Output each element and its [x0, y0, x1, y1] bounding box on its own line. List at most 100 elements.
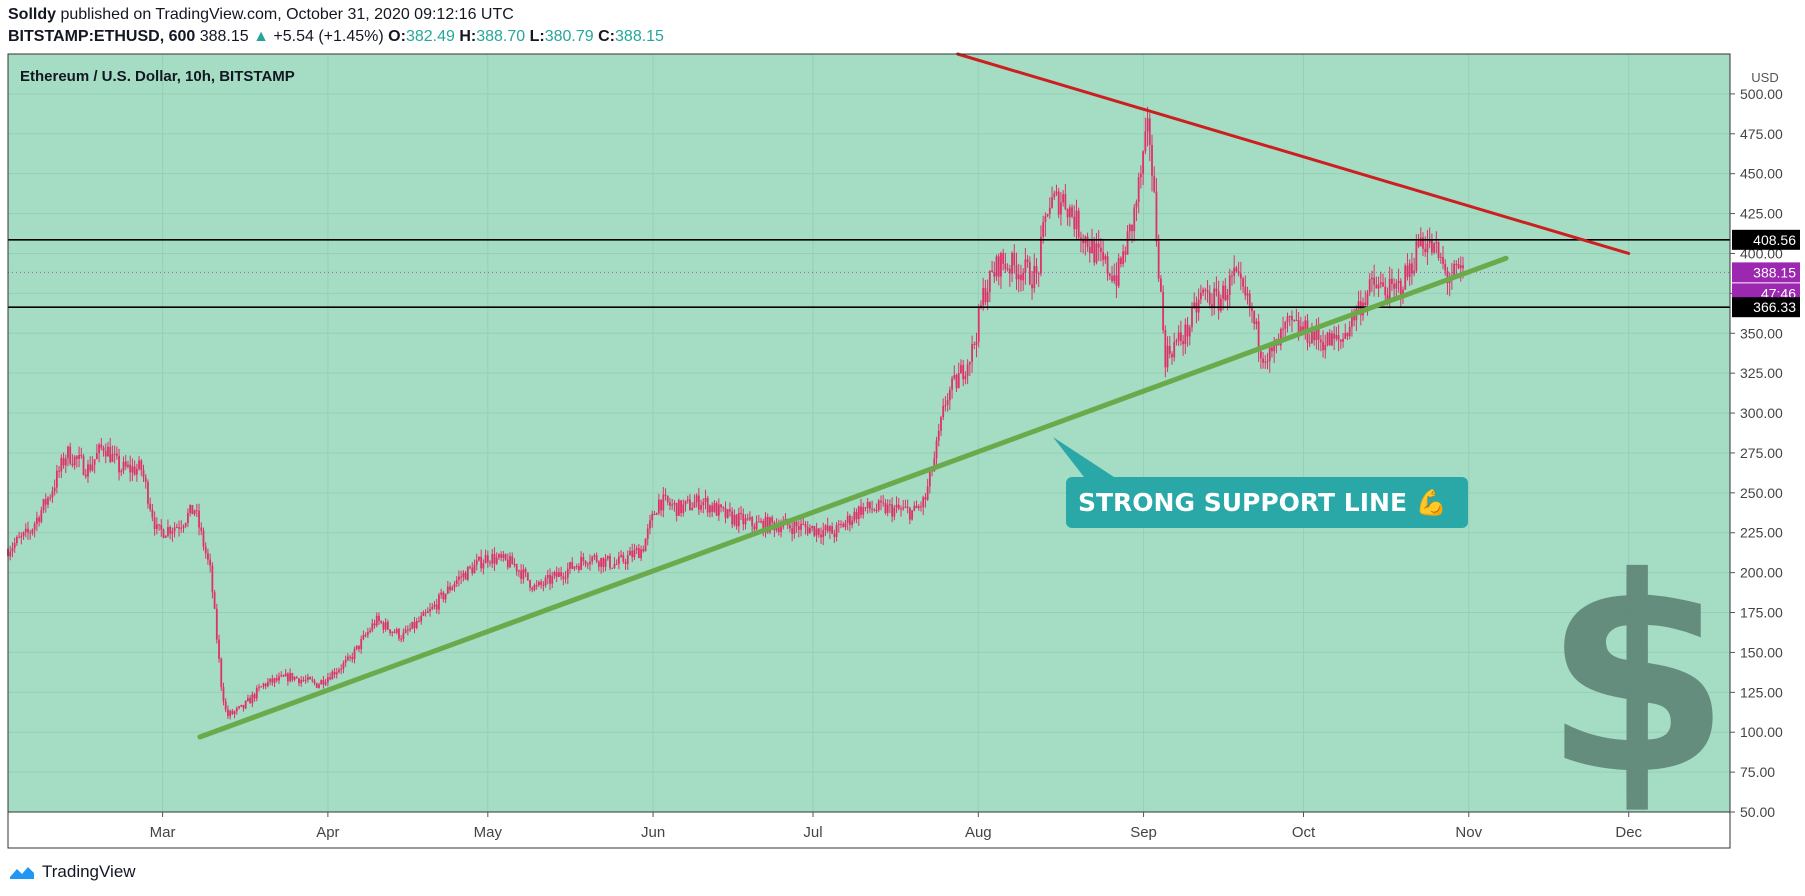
candle-body	[189, 505, 192, 514]
candle-body	[1028, 262, 1031, 285]
triangle-up-icon: ▲	[253, 28, 269, 45]
candle-body	[1430, 239, 1433, 253]
candle-body	[364, 635, 367, 637]
candle-body	[980, 305, 982, 307]
resistance-trendline[interactable]	[956, 52, 1631, 255]
price-axis-bg[interactable]	[1730, 54, 1804, 812]
candle-body	[486, 555, 489, 563]
candle-body	[646, 528, 649, 539]
candle-body	[1046, 214, 1049, 217]
candle-body	[649, 520, 651, 529]
candle-body	[409, 628, 411, 631]
candle-body	[224, 701, 227, 710]
candle-body	[1191, 306, 1193, 328]
candle-body	[87, 464, 89, 477]
candle-body	[233, 711, 236, 715]
last-price-text: 388.15	[199, 28, 249, 45]
level-badge-bottom-bg	[1732, 297, 1800, 318]
candle-body	[940, 417, 942, 431]
plot-area[interactable]	[8, 54, 1730, 812]
candle-body	[1433, 243, 1436, 253]
candle-body	[118, 455, 120, 473]
axes: USD 50.00 75.00 100.00 125.00 150.00 175.00 200…	[7, 53, 1804, 849]
candle-body	[888, 504, 891, 506]
callout-box[interactable]	[1066, 477, 1468, 528]
candle-body	[1148, 118, 1151, 145]
candle-body	[1311, 331, 1313, 344]
candle-body	[1062, 194, 1065, 203]
candle-body	[451, 587, 454, 591]
published-text: published on TradingView.com, October 31…	[60, 6, 514, 23]
candle-body	[273, 678, 276, 683]
candle-body	[566, 568, 569, 578]
candle-body	[1448, 280, 1451, 284]
candle-body	[115, 453, 118, 456]
candle-body	[49, 497, 52, 499]
candle-body	[391, 631, 394, 634]
candle-body	[1302, 326, 1304, 333]
candle-body	[1402, 289, 1404, 295]
publish-info: Solldy published on TradingView.com, Oct…	[8, 6, 514, 24]
x-tick-label: Dec	[1615, 824, 1642, 841]
tradingview-branding[interactable]: TradingView	[8, 862, 136, 882]
candle-body	[71, 463, 74, 466]
candle-body	[609, 555, 611, 568]
candle-body	[1319, 339, 1322, 342]
candle-body	[1259, 351, 1262, 359]
candle-body	[1217, 291, 1220, 311]
candle-body	[260, 686, 263, 688]
candle-body	[1197, 299, 1200, 313]
candle-body	[789, 525, 791, 529]
candle-body	[953, 375, 956, 379]
candle-body	[324, 682, 327, 685]
candle-body	[153, 517, 156, 530]
candle-body	[242, 704, 245, 709]
candle-body	[724, 507, 727, 518]
candle-body	[1095, 243, 1098, 263]
candle-body	[1331, 333, 1333, 346]
time-axis-bg[interactable]	[8, 812, 1730, 848]
candle-body	[211, 565, 214, 593]
candle-body	[864, 507, 867, 509]
candle-body	[1026, 259, 1029, 263]
candle-body	[522, 569, 525, 579]
candle-body	[546, 574, 549, 578]
candle-body	[853, 511, 856, 521]
candle-body	[742, 514, 745, 525]
change-text: +5.54 (+1.45%)	[273, 28, 384, 45]
candle-body	[713, 503, 716, 512]
candle-body	[691, 507, 694, 510]
candle-body	[404, 629, 407, 633]
level-badge-top: 408.56	[1753, 232, 1796, 248]
candle-body	[1179, 332, 1182, 342]
candle-body	[1086, 236, 1089, 248]
candle-body	[1040, 236, 1042, 274]
candle-body	[295, 676, 298, 679]
candle-body	[40, 510, 43, 522]
candle-body	[1166, 345, 1169, 368]
candle-body	[831, 526, 834, 534]
candle-body	[1248, 293, 1251, 309]
candle-body	[584, 560, 587, 565]
candle-body	[882, 502, 885, 504]
candle-body	[764, 516, 767, 533]
candle-body	[811, 526, 814, 528]
candle-body	[247, 698, 249, 701]
support-trendline[interactable]	[197, 255, 1509, 740]
candle-body	[1328, 332, 1331, 346]
author-name[interactable]: Solldy	[8, 6, 57, 23]
candle-body	[1375, 284, 1378, 289]
candle-body	[1399, 280, 1402, 295]
candle-body	[500, 554, 503, 558]
candle-body	[702, 501, 705, 506]
drawings[interactable]: STRONG SUPPORT LINE 💪	[8, 52, 1730, 740]
candle-body	[1186, 324, 1189, 337]
candle-body	[346, 656, 349, 660]
candle-body	[709, 505, 711, 513]
candle-body	[1031, 284, 1033, 289]
last-price-badge-bg	[1732, 262, 1800, 283]
candle-body	[906, 506, 909, 508]
candle-body	[104, 451, 107, 457]
candle-body	[1293, 319, 1296, 321]
